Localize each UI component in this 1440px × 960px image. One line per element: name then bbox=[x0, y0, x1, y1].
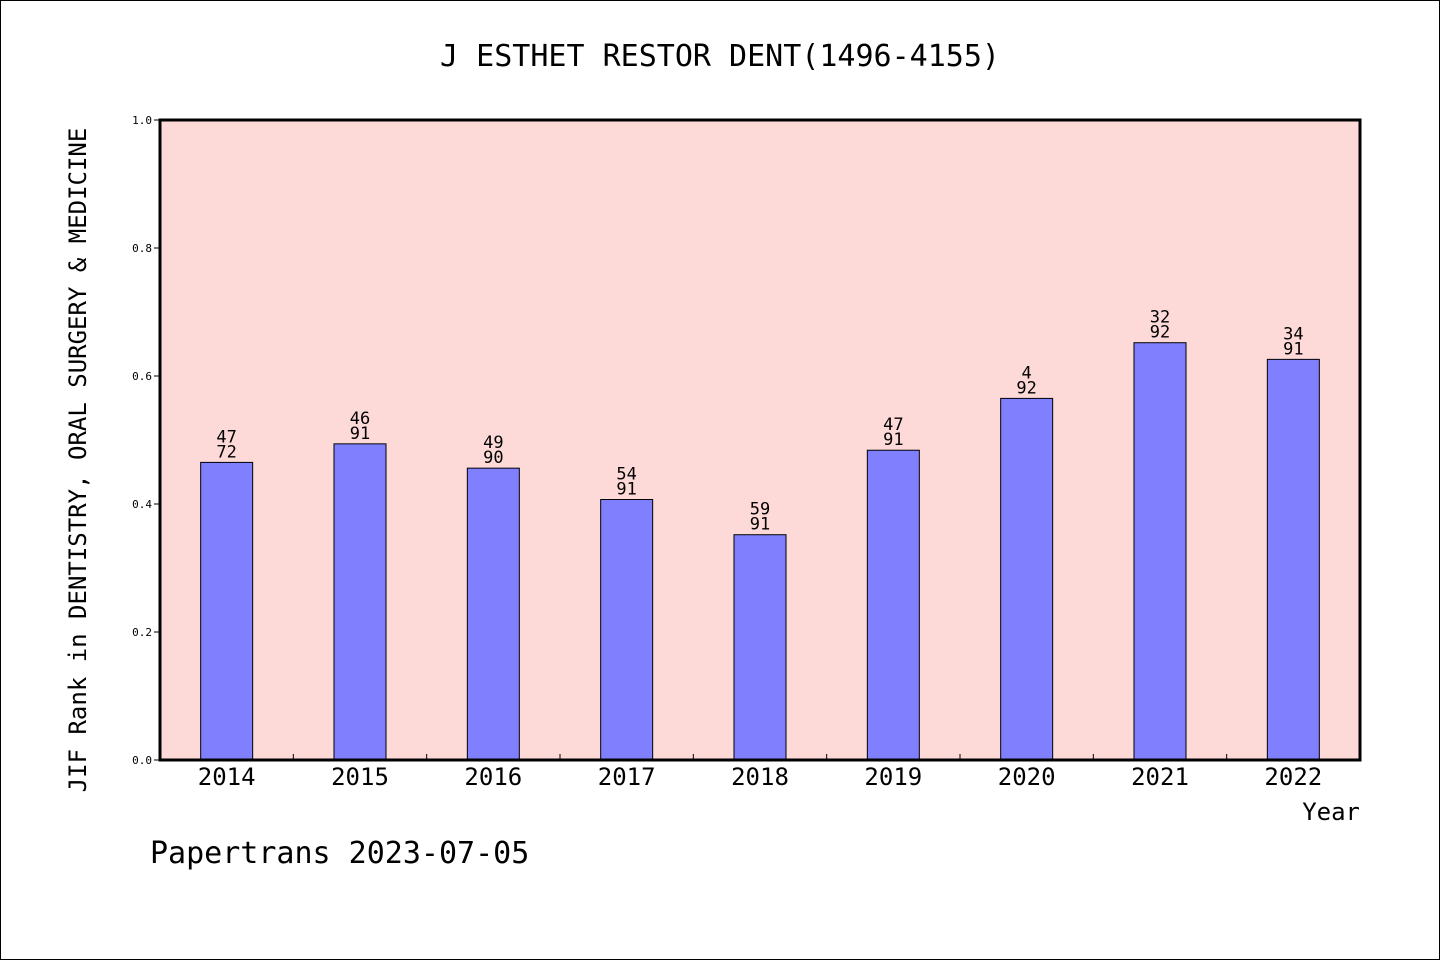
y-tick-label: 0.0 bbox=[132, 754, 152, 767]
y-tick-label: 1.0 bbox=[132, 114, 152, 127]
bar-label-total: 91 bbox=[616, 480, 636, 500]
bar-2016 bbox=[466, 467, 520, 761]
bar-label-total: 91 bbox=[750, 515, 770, 535]
bar-label-total: 72 bbox=[216, 442, 236, 462]
x-tick-label: 2019 bbox=[864, 763, 922, 791]
bar-label-total: 92 bbox=[1016, 378, 1036, 398]
bar-2014 bbox=[200, 461, 254, 761]
x-tick-label: 2020 bbox=[998, 763, 1056, 791]
bar-label-rank: 32 bbox=[1150, 308, 1170, 328]
bar-label-rank: 47 bbox=[883, 415, 903, 435]
y-tick-label: 0.8 bbox=[132, 242, 152, 255]
bar-label-total: 92 bbox=[1150, 323, 1170, 343]
bar-label-total: 91 bbox=[1283, 339, 1303, 359]
y-tick-label: 0.2 bbox=[132, 626, 152, 639]
x-tick-label: 2015 bbox=[331, 763, 389, 791]
bar-2017 bbox=[600, 499, 654, 761]
bar-label-total: 91 bbox=[883, 430, 903, 450]
bar-2022 bbox=[1266, 358, 1320, 761]
bar-label-rank: 59 bbox=[750, 500, 770, 520]
bar-label-rank: 54 bbox=[616, 465, 636, 485]
x-tick-label: 2016 bbox=[464, 763, 522, 791]
x-axis-ticks: 2014 2015 2016 2017 2018 2019 2020 2021 2022 bbox=[198, 754, 1322, 791]
y-axis-ticks: 0.0 0.2 0.4 0.6 0.8 1.0 bbox=[132, 114, 160, 767]
x-axis-label: Year bbox=[1302, 798, 1360, 826]
bar-label-rank: 34 bbox=[1283, 324, 1303, 344]
bar-label-rank: 49 bbox=[483, 433, 503, 453]
footer-note: Papertrans 2023-07-05 bbox=[150, 836, 529, 871]
x-tick-label: 2022 bbox=[1264, 763, 1322, 791]
x-tick-label: 2021 bbox=[1131, 763, 1189, 791]
bar-label-rank: 47 bbox=[216, 427, 236, 447]
bar-label-total: 90 bbox=[483, 448, 503, 468]
y-tick-label: 0.6 bbox=[132, 370, 152, 383]
plot-border bbox=[158, 118, 1362, 762]
bar-2019 bbox=[866, 449, 920, 761]
bar-2015 bbox=[333, 443, 387, 761]
y-tick-label: 0.4 bbox=[132, 498, 152, 511]
chart-title: J ESTHET RESTOR DENT(1496-4155) bbox=[440, 39, 1000, 74]
bar-2021 bbox=[1133, 342, 1187, 761]
y-axis-label: JIF Rank in DENTISTRY, ORAL SURGERY & ME… bbox=[64, 128, 92, 793]
bar-label-rank: 46 bbox=[350, 409, 370, 429]
x-tick-label: 2017 bbox=[598, 763, 656, 791]
bar-label-rank: 4 bbox=[1022, 363, 1032, 383]
x-tick-label: 2014 bbox=[198, 763, 256, 791]
bar-label-total: 91 bbox=[350, 424, 370, 444]
x-tick-label: 2018 bbox=[731, 763, 789, 791]
bar-2020 bbox=[1000, 397, 1054, 761]
bar-2018 bbox=[733, 534, 787, 761]
